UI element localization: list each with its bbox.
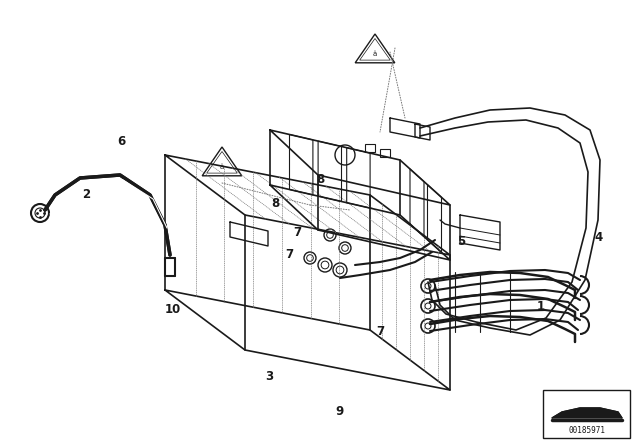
Text: 8: 8 xyxy=(316,172,324,186)
Text: 3: 3 xyxy=(265,370,273,383)
Text: 5: 5 xyxy=(457,235,465,249)
Text: â: â xyxy=(373,51,377,57)
Bar xyxy=(365,144,375,152)
Text: 4: 4 xyxy=(595,231,602,244)
Text: 10: 10 xyxy=(164,302,181,316)
Bar xyxy=(543,390,630,438)
Text: 00185971: 00185971 xyxy=(568,426,605,435)
Text: 2: 2 xyxy=(83,188,90,202)
Text: 1: 1 xyxy=(537,300,545,314)
Text: 7: 7 xyxy=(377,325,385,338)
Text: 9: 9 xyxy=(335,405,343,418)
Text: â: â xyxy=(220,164,224,170)
Polygon shape xyxy=(552,408,622,418)
Text: 6: 6 xyxy=(118,134,125,148)
Text: 8: 8 xyxy=(271,197,279,211)
Bar xyxy=(380,149,390,157)
Text: 7: 7 xyxy=(285,247,293,261)
Text: 7: 7 xyxy=(294,226,301,240)
